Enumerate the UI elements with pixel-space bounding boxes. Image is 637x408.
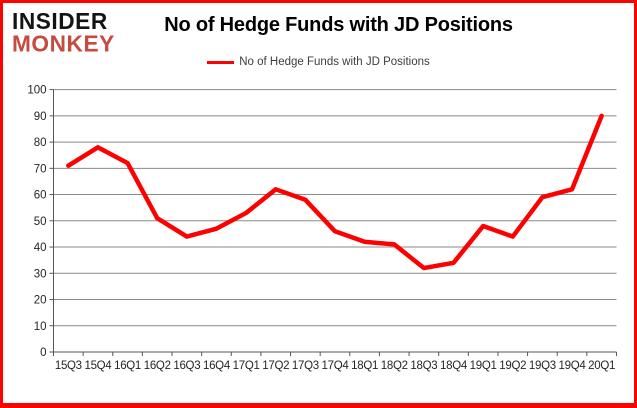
y-axis-tick-label: 10 [34,321,47,333]
x-axis-tick-label: 16Q2 [144,360,171,372]
y-axis-tick-label: 100 [27,85,46,97]
x-axis-tick-label: 18Q4 [440,360,468,372]
x-axis-tick-label: 18Q2 [381,360,408,372]
legend-label: No of Hedge Funds with JD Positions [239,56,430,68]
logo-line-insider: INSIDER [12,8,108,35]
y-axis-tick-label: 30 [34,268,47,280]
insider-monkey-logo: INSIDER MONKEY [12,8,115,57]
x-axis-tick-label: 17Q3 [292,360,319,372]
x-axis-tick-label: 19Q2 [499,360,526,372]
x-axis-tick-label: 16Q1 [114,360,141,372]
logo-line-monkey: MONKEY [12,31,115,57]
x-axis-tick-label: 20Q1 [588,360,615,372]
legend-line-swatch-icon [207,60,235,64]
x-axis-tick-label: 15Q4 [84,360,112,372]
series-line [66,113,604,271]
y-axis-tick-label: 40 [34,242,47,254]
x-axis-tick-label: 16Q4 [203,360,231,372]
y-axis-tick-label: 90 [34,111,47,123]
y-axis-tick-label: 60 [34,190,47,202]
y-axis-tick-label: 0 [40,347,46,359]
x-axis-tick-label: 15Q3 [55,360,82,372]
x-axis-tick-label: 19Q4 [559,360,587,372]
y-axis-tick-label: 20 [34,295,47,307]
x-axis-tick-label: 18Q1 [351,360,378,372]
x-axis-tick-label: 17Q4 [322,360,350,372]
y-axis-tick-label: 50 [34,216,47,228]
chart-title: No of Hedge Funds with JD Positions [164,14,513,36]
x-axis-tick-label: 19Q1 [470,360,497,372]
y-axis-tick-label: 70 [34,163,47,175]
x-axis-tick-label: 18Q3 [410,360,437,372]
y-axis-tick-label: 80 [34,137,47,149]
x-axis-tick-label: 19Q3 [529,360,556,372]
legend: No of Hedge Funds with JD Positions [3,56,634,68]
x-axis-tick-label: 17Q1 [233,360,260,372]
x-axis-tick-label: 17Q2 [262,360,289,372]
x-axis-tick-label: 16Q3 [173,360,200,372]
